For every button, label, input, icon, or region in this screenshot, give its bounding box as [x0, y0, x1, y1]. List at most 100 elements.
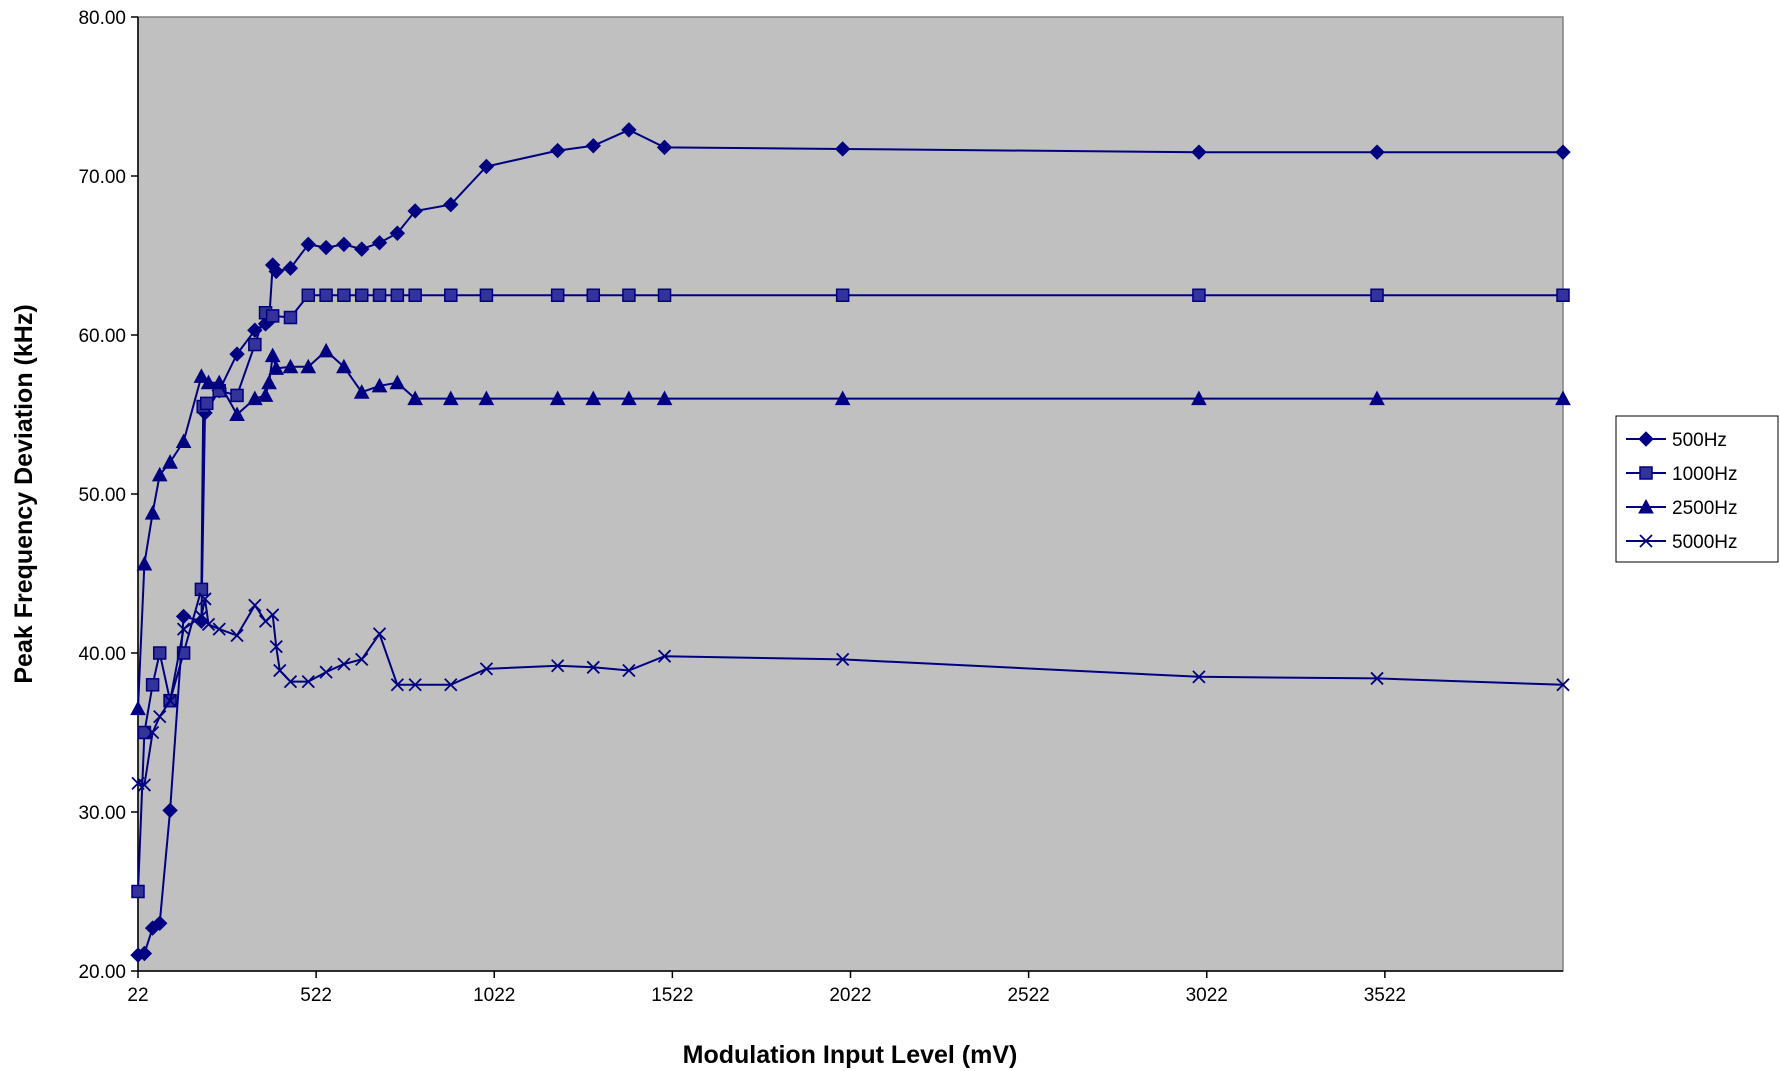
data-point-triangle: [371, 377, 388, 393]
data-point-diamond: [1191, 144, 1207, 160]
y-tick-label: 40.00: [78, 644, 126, 665]
data-point-diamond: [282, 260, 299, 276]
data-point-x: [836, 652, 850, 666]
data-point-triangle: [1191, 390, 1207, 406]
data-point-x: [301, 674, 315, 689]
data-point-triangle: [300, 358, 317, 374]
data-point-diamond: [585, 138, 601, 154]
y-tick-label: 30.00: [78, 803, 126, 824]
data-point-x: [408, 678, 422, 692]
legend-item: 2500Hz: [1626, 498, 1738, 519]
legend-item: 5000Hz: [1626, 532, 1738, 553]
data-point-diamond: [621, 122, 637, 138]
data-point-x: [586, 660, 600, 674]
y-tick-label: 80.00: [78, 8, 126, 29]
data-point-x: [372, 627, 387, 641]
data-point-square: [586, 288, 601, 302]
series-2500hz: [130, 342, 1571, 716]
data-point-triangle: [268, 360, 285, 375]
data-point-triangle: [656, 390, 673, 406]
legend-marker-triangle: [1638, 498, 1654, 514]
data-point-x: [479, 662, 494, 676]
data-point-square: [265, 309, 280, 323]
data-point-triangle: [389, 374, 406, 390]
data-point-triangle: [478, 390, 495, 406]
data-point-triangle: [130, 700, 146, 716]
data-point-x: [145, 725, 160, 740]
data-point-triangle: [162, 454, 178, 469]
y-axis-title: Peak Frequency Deviation (kHz): [10, 304, 38, 683]
x-axis-ticks: 22 522 1022 1522 2022 2522 3022 3522: [127, 971, 1406, 1006]
x-tick-label: 2022: [829, 985, 871, 1006]
data-point-x: [283, 674, 298, 689]
y-axis-ticks: 20.00 30.00 40.00 50.00 60.00 70.00 80.00: [78, 8, 138, 983]
data-point-diamond: [136, 945, 153, 962]
data-point-diamond: [443, 196, 459, 213]
data-point-square: [248, 337, 262, 352]
data-point-x: [657, 649, 672, 663]
data-point-triangle: [211, 374, 228, 390]
data-point-diamond: [152, 915, 168, 932]
data-point-x: [444, 678, 458, 692]
data-point-triangle: [1555, 390, 1571, 406]
data-point-diamond: [549, 142, 566, 159]
data-point-square: [131, 884, 145, 899]
legend-items: 500Hz 1000Hz 2500Hz 5000Hz: [1626, 430, 1738, 553]
data-point-diamond: [371, 235, 388, 251]
data-point-diamond: [407, 203, 423, 219]
x-tick-label: 3522: [1364, 985, 1406, 1006]
legend-label: 1000Hz: [1672, 464, 1738, 485]
data-point-x: [1192, 670, 1206, 684]
data-point-diamond: [336, 236, 352, 253]
data-point-square: [622, 288, 636, 302]
data-point-diamond: [478, 158, 495, 175]
data-point-x: [266, 608, 280, 622]
data-point-triangle: [144, 505, 161, 520]
data-point-x: [273, 663, 287, 678]
legend-label: 2500Hz: [1672, 498, 1738, 519]
data-point-x: [1370, 671, 1384, 686]
data-point-diamond: [229, 346, 245, 362]
data-point-triangle: [193, 368, 210, 383]
x-tick-label: 522: [300, 985, 332, 1006]
data-point-x: [551, 659, 565, 673]
data-point-triangle: [549, 390, 566, 406]
data-point-square: [301, 288, 316, 302]
data-point-triangle: [585, 390, 602, 406]
data-point-x: [337, 657, 351, 671]
data-point-square: [230, 388, 244, 403]
data-point-square: [390, 288, 405, 302]
data-point-x: [198, 592, 212, 606]
data-point-x: [1556, 678, 1570, 692]
data-point-diamond: [354, 241, 370, 257]
data-point-square: [283, 310, 298, 325]
x-tick-label: 2522: [1007, 985, 1049, 1006]
data-point-triangle: [175, 433, 192, 449]
legend-label: 500Hz: [1672, 430, 1727, 451]
data-point-triangle: [834, 390, 851, 406]
x-tick-label: 22: [127, 985, 148, 1006]
data-point-triangle: [264, 347, 281, 363]
x-tick-label: 3022: [1186, 985, 1228, 1006]
data-point-x: [153, 709, 167, 724]
data-point-square: [137, 725, 152, 740]
series-line: [137, 598, 1564, 787]
data-point-x: [137, 778, 152, 792]
plot-area: [137, 16, 1564, 972]
data-point-diamond: [834, 141, 851, 157]
data-point-square: [1370, 288, 1384, 302]
y-tick-label: 60.00: [78, 326, 126, 347]
data-point-square: [319, 288, 333, 302]
series-5000hz: [131, 592, 1570, 792]
data-point-square: [835, 288, 850, 302]
data-point-x: [269, 640, 283, 654]
data-point-triangle: [229, 406, 245, 421]
data-point-square: [1192, 288, 1206, 302]
data-point-triangle: [257, 387, 274, 402]
data-point-square: [372, 288, 387, 302]
data-point-x: [230, 628, 244, 643]
data-point-triangle: [136, 555, 153, 571]
data-point-square: [657, 288, 672, 302]
data-point-square: [152, 646, 167, 660]
